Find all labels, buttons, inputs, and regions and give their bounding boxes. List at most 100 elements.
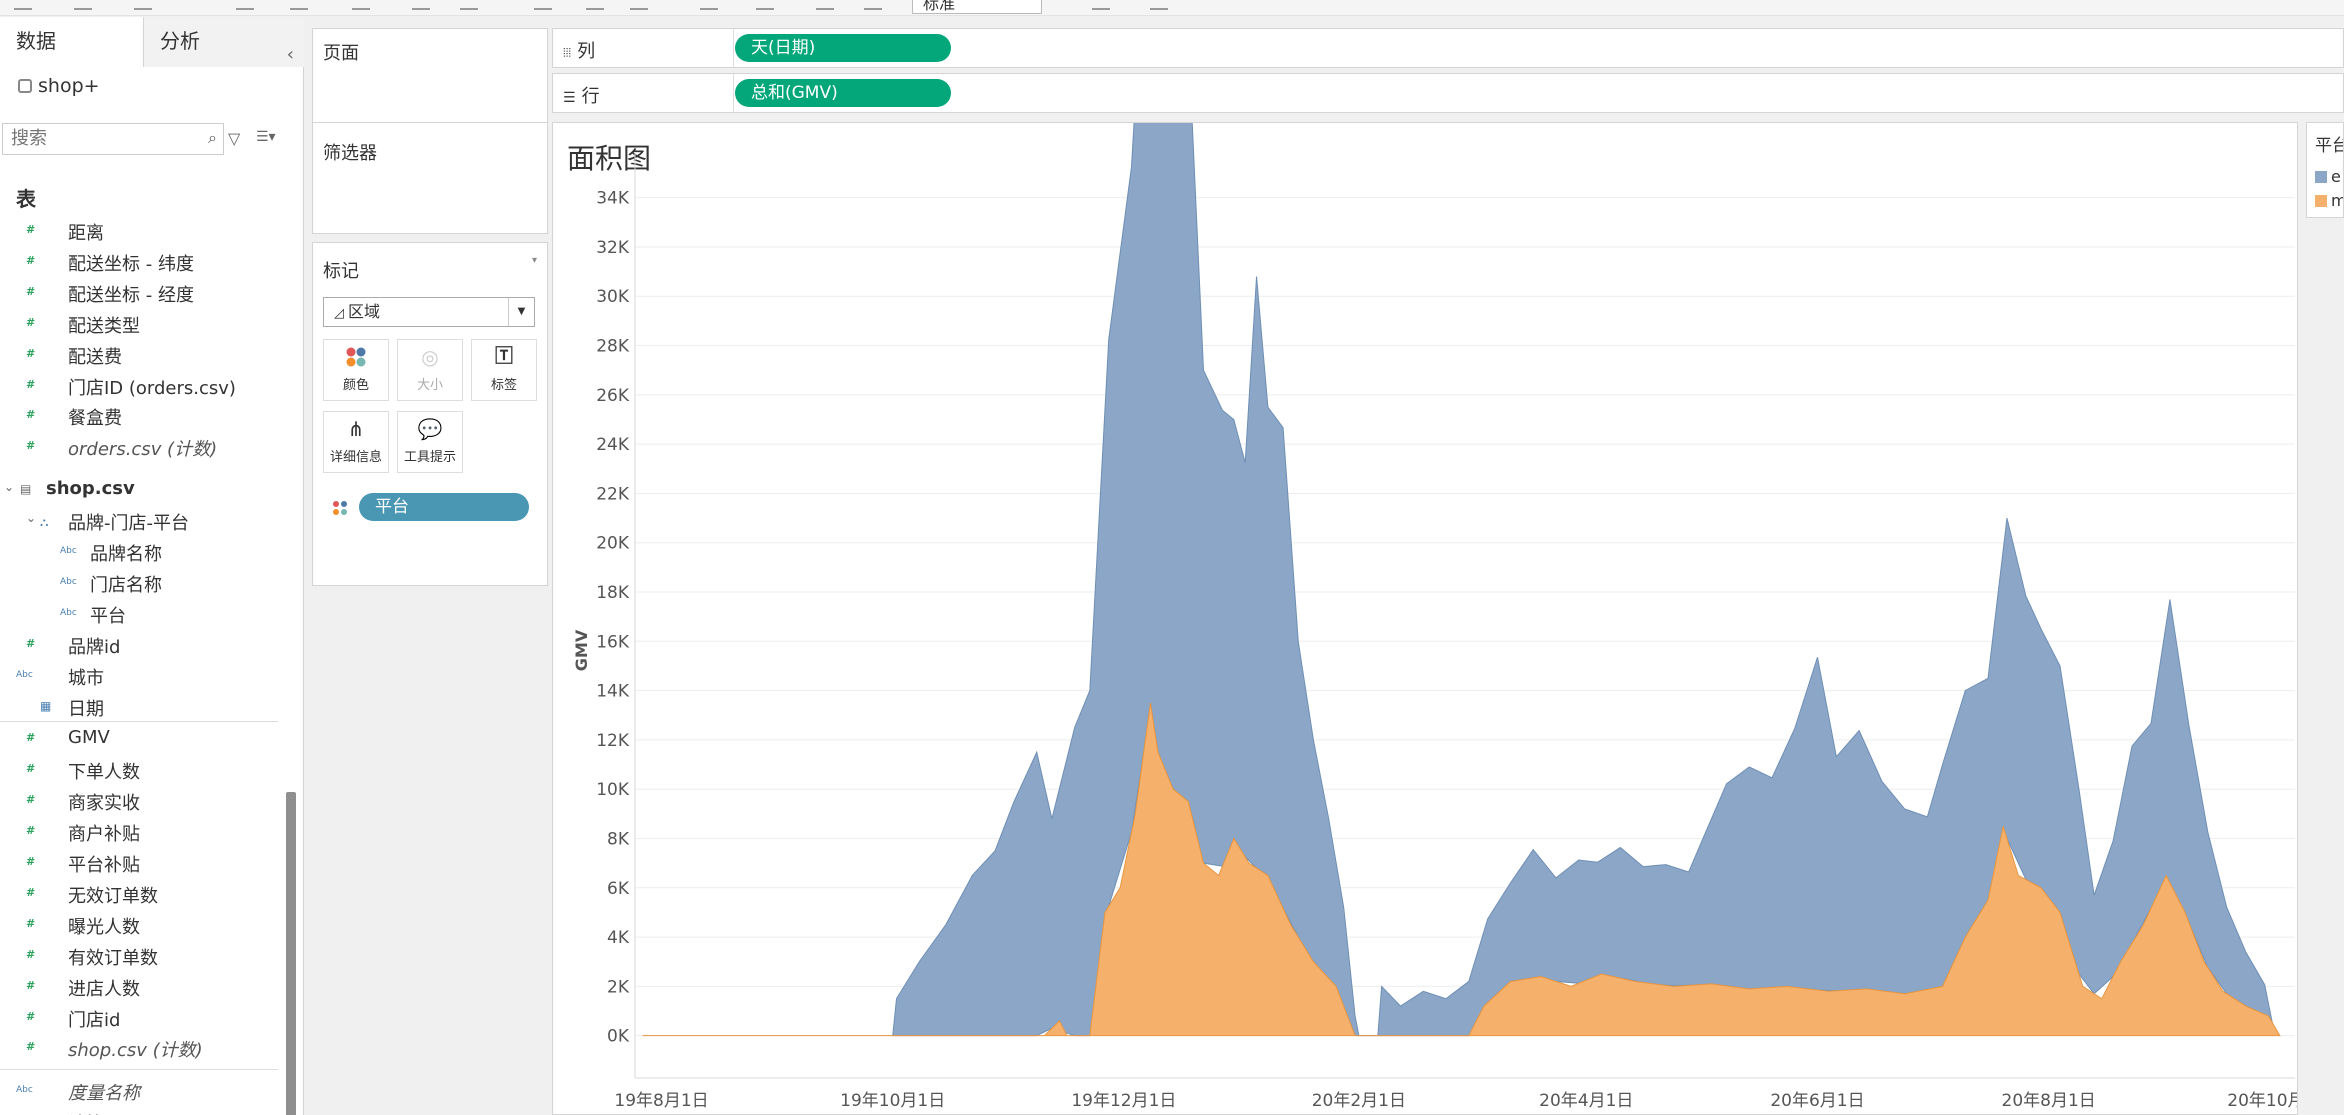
x-tick-label: 19年10月1日 (840, 1091, 945, 1111)
field-item[interactable]: # 门店id (0, 1002, 280, 1032)
legend-card[interactable]: 平台 e m (2306, 122, 2344, 218)
field-item[interactable]: # 商家实收 (0, 785, 280, 815)
y-tick-label: 26K (596, 386, 630, 406)
chevron-down-icon[interactable]: ⌄ (26, 511, 37, 526)
field-item[interactable]: # 配送坐标 - 经度 (0, 277, 280, 307)
measure-icon: # (26, 377, 36, 391)
measure-icon: # (26, 978, 36, 992)
mark-type-select[interactable]: ◿ 区域 ▼ (323, 297, 535, 327)
measure-icon: # (26, 439, 36, 453)
area-chart[interactable]: 0K 2K 4K 6K 8K 10K 12K 14K 16K 18K 20K 22K 24K 26K 28K… (553, 123, 2297, 1113)
undo-icon[interactable] (74, 0, 92, 10)
search-input[interactable] (3, 124, 183, 152)
field-item[interactable]: # 进店人数 (0, 971, 280, 1001)
measure-icon: # (26, 315, 36, 329)
field-item[interactable]: Abc 平台 (0, 598, 280, 628)
field-item[interactable]: # 餐盒费 (0, 400, 280, 430)
filters-card[interactable]: 筛选器 (312, 122, 548, 234)
fit-select[interactable]: 标准 (912, 0, 1042, 14)
collapse-icon[interactable]: ‹ (286, 44, 294, 65)
tooltip-button[interactable]: 💬 工具提示 (397, 411, 463, 473)
field-item[interactable]: ⌄ ⛬ 品牌-门店-平台 (0, 505, 280, 535)
clear-icon[interactable] (460, 0, 478, 10)
y-tick-label: 8K (607, 829, 630, 849)
view-options-icon[interactable]: ☰▾ (256, 129, 276, 145)
filter-icon[interactable]: ▽ (228, 129, 241, 148)
legend-item-m[interactable]: m (2315, 191, 2343, 210)
x-tick-label: 20年10月1日 (2227, 1091, 2297, 1111)
field-item[interactable]: Abc 度量名称 (0, 1075, 280, 1105)
columns-shelf[interactable]: ⦙⦙⦙ 列 天(日期) (552, 28, 2344, 68)
pin-icon[interactable] (864, 0, 882, 10)
chevron-down-icon[interactable]: ⌄ (4, 480, 15, 495)
field-item[interactable]: # GMV (0, 723, 280, 753)
field-label: 配送类型 (68, 315, 140, 337)
color-button[interactable]: 颜色 (323, 339, 389, 401)
sort-icon[interactable] (586, 0, 604, 10)
size-icon: ◎ (421, 345, 439, 369)
pages-card[interactable]: 页面 (312, 28, 548, 124)
legend-item-e[interactable]: e (2315, 167, 2343, 186)
duplicate-icon[interactable] (290, 0, 308, 10)
field-label: shop.csv (46, 478, 135, 500)
field-item[interactable]: Abc 门店名称 (0, 567, 280, 597)
label-icon[interactable] (816, 0, 834, 10)
rows-shelf[interactable]: ☰ 行 总和(GMV) (552, 73, 2344, 113)
field-item[interactable]: # 曝光人数 (0, 909, 280, 939)
redo-icon[interactable] (134, 0, 152, 10)
field-item[interactable]: # 下单人数 (0, 754, 280, 784)
legend-swatch (2315, 195, 2327, 207)
field-label: 度量名称 (68, 1083, 140, 1105)
field-item[interactable]: Abc 城市 (0, 660, 280, 690)
size-button[interactable]: ◎ 大小 (397, 339, 463, 401)
field-item[interactable]: # shop.csv (计数) (0, 1032, 280, 1062)
field-item[interactable]: # orders.csv (计数) (0, 431, 280, 461)
rows-pill[interactable]: 总和(GMV) (735, 79, 951, 107)
new-sheet-icon[interactable] (352, 0, 370, 10)
sort-icon[interactable] (630, 0, 648, 10)
y-tick-label: 6K (607, 879, 630, 899)
field-item[interactable]: # 配送费 (0, 339, 280, 369)
field-item[interactable]: # 门店ID (orders.csv) (0, 370, 280, 400)
detail-button[interactable]: ⋔ 详细信息 (323, 411, 389, 473)
search-icon[interactable]: ⌕ (208, 128, 217, 147)
field-label: 门店ID (orders.csv) (68, 377, 236, 399)
field-item[interactable]: #计算 1 (0, 1106, 280, 1115)
y-tick-label: 2K (607, 977, 630, 997)
toolbar-icon[interactable] (14, 0, 32, 10)
tab-analysis[interactable]: 分析 ‹ (144, 17, 304, 67)
field-item[interactable]: # 品牌id (0, 629, 280, 659)
scrollbar[interactable] (286, 792, 296, 1115)
datasource[interactable]: shop+ (18, 75, 100, 97)
field-label: 平台补贴 (68, 855, 140, 876)
copy-icon[interactable] (412, 0, 430, 10)
field-item[interactable]: ▦ 日期 (0, 691, 280, 721)
field-item[interactable]: # 商户补贴 (0, 816, 280, 846)
marks-collapse-icon[interactable]: ▾ (531, 255, 537, 266)
field-item[interactable]: # 距离 (0, 215, 280, 245)
y-tick-label: 16K (596, 632, 630, 652)
field-item[interactable]: # 配送坐标 - 纬度 (0, 246, 280, 276)
field-item[interactable]: # 配送类型 (0, 308, 280, 338)
show-me-icon[interactable] (1092, 0, 1110, 10)
columns-pill[interactable]: 天(日期) (735, 34, 951, 62)
field-item[interactable]: # 平台补贴 (0, 847, 280, 877)
new-sheet-icon[interactable] (236, 0, 254, 10)
field-item[interactable]: # 有效订单数 (0, 940, 280, 970)
field-item[interactable]: Abc 品牌名称 (0, 536, 280, 566)
platform-pill[interactable]: 平台 (359, 493, 529, 521)
swap-icon[interactable] (534, 0, 552, 10)
field-label: 餐盒费 (68, 408, 122, 430)
group-icon[interactable] (756, 0, 774, 10)
field-item[interactable]: ⌄ ▤ shop.csv (0, 474, 280, 504)
label-button[interactable]: 🅃 标签 (471, 339, 537, 401)
dimension-icon: Abc (60, 546, 77, 556)
field-item[interactable]: # 无效订单数 (0, 878, 280, 908)
presentation-icon[interactable] (1150, 0, 1168, 10)
tab-data[interactable]: 数据 (0, 17, 144, 67)
highlight-icon[interactable] (700, 0, 718, 10)
color-icon (324, 340, 388, 374)
field-label: 下单人数 (68, 762, 140, 784)
pane-tabs: 数据 分析 ‹ (0, 17, 304, 67)
y-tick-label: 14K (596, 682, 630, 702)
